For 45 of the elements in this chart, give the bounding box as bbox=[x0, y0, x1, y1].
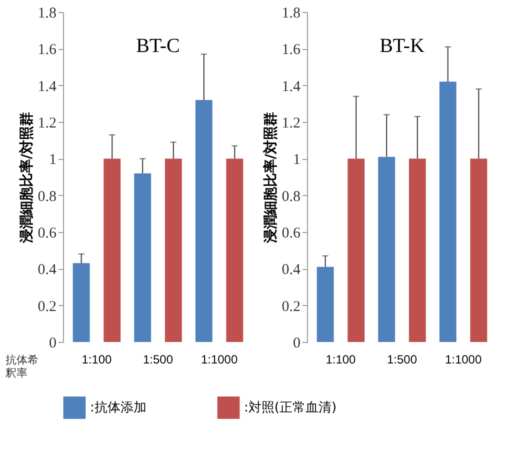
y-tick-label: 1.4 bbox=[282, 78, 301, 95]
y-tick-label: 1.8 bbox=[282, 6, 300, 22]
y-tick-label: 0 bbox=[49, 336, 56, 352]
x-tick-label: 1:1000 bbox=[444, 352, 482, 366]
bar bbox=[408, 158, 426, 342]
y-tick-label: 0.2 bbox=[282, 298, 300, 315]
bar bbox=[195, 100, 212, 342]
x-tick-label: 1:500 bbox=[386, 352, 418, 366]
bar bbox=[104, 158, 121, 342]
bar bbox=[348, 158, 365, 342]
y-tick-label: 0.2 bbox=[38, 298, 56, 315]
y-tick-label: 0.8 bbox=[38, 188, 56, 205]
x-axis-title: 抗体希釈率 bbox=[6, 354, 38, 380]
y-tick-label: 0.6 bbox=[38, 226, 57, 242]
bar bbox=[439, 82, 456, 342]
text: BT-C bbox=[136, 35, 180, 57]
x-tick-label: 1:100 bbox=[326, 352, 356, 366]
text: BT-K bbox=[380, 35, 425, 57]
y-tick-label: 1.4 bbox=[38, 78, 57, 95]
y-tick-label: 1.6 bbox=[38, 42, 57, 58]
y-tick-label: 1.2 bbox=[282, 116, 300, 132]
y-tick-label: 1 bbox=[49, 152, 56, 168]
x-tick-label: 1:1000 bbox=[200, 352, 238, 366]
bar bbox=[470, 158, 488, 342]
y-tick-label: 0.6 bbox=[282, 226, 301, 242]
y-tick-label: 1.2 bbox=[38, 116, 56, 132]
bar bbox=[316, 266, 334, 342]
x-tick-label: 1:100 bbox=[82, 352, 112, 366]
y-axis-title: 浸潤細胞比率/対照群 bbox=[262, 112, 279, 244]
y-tick-label: 0.8 bbox=[282, 188, 300, 205]
y-axis-title: 浸潤細胞比率/対照群 bbox=[18, 112, 35, 244]
y-tick-label: 0.4 bbox=[282, 262, 301, 278]
bar bbox=[378, 156, 396, 342]
legend-label: :抗体添加 bbox=[90, 400, 146, 416]
bar bbox=[134, 173, 152, 342]
y-tick-label: 1.8 bbox=[38, 6, 56, 22]
y-tick-label: 1.6 bbox=[282, 42, 301, 58]
legend-label: :対照(正常血清) bbox=[244, 400, 337, 416]
bar bbox=[72, 263, 90, 342]
y-tick-label: 1 bbox=[293, 152, 300, 168]
y-tick-label: 0.4 bbox=[38, 262, 57, 278]
bar bbox=[164, 158, 182, 342]
bar bbox=[226, 158, 244, 342]
x-tick-label: 1:500 bbox=[142, 352, 174, 366]
y-tick-label: 0 bbox=[293, 336, 300, 352]
